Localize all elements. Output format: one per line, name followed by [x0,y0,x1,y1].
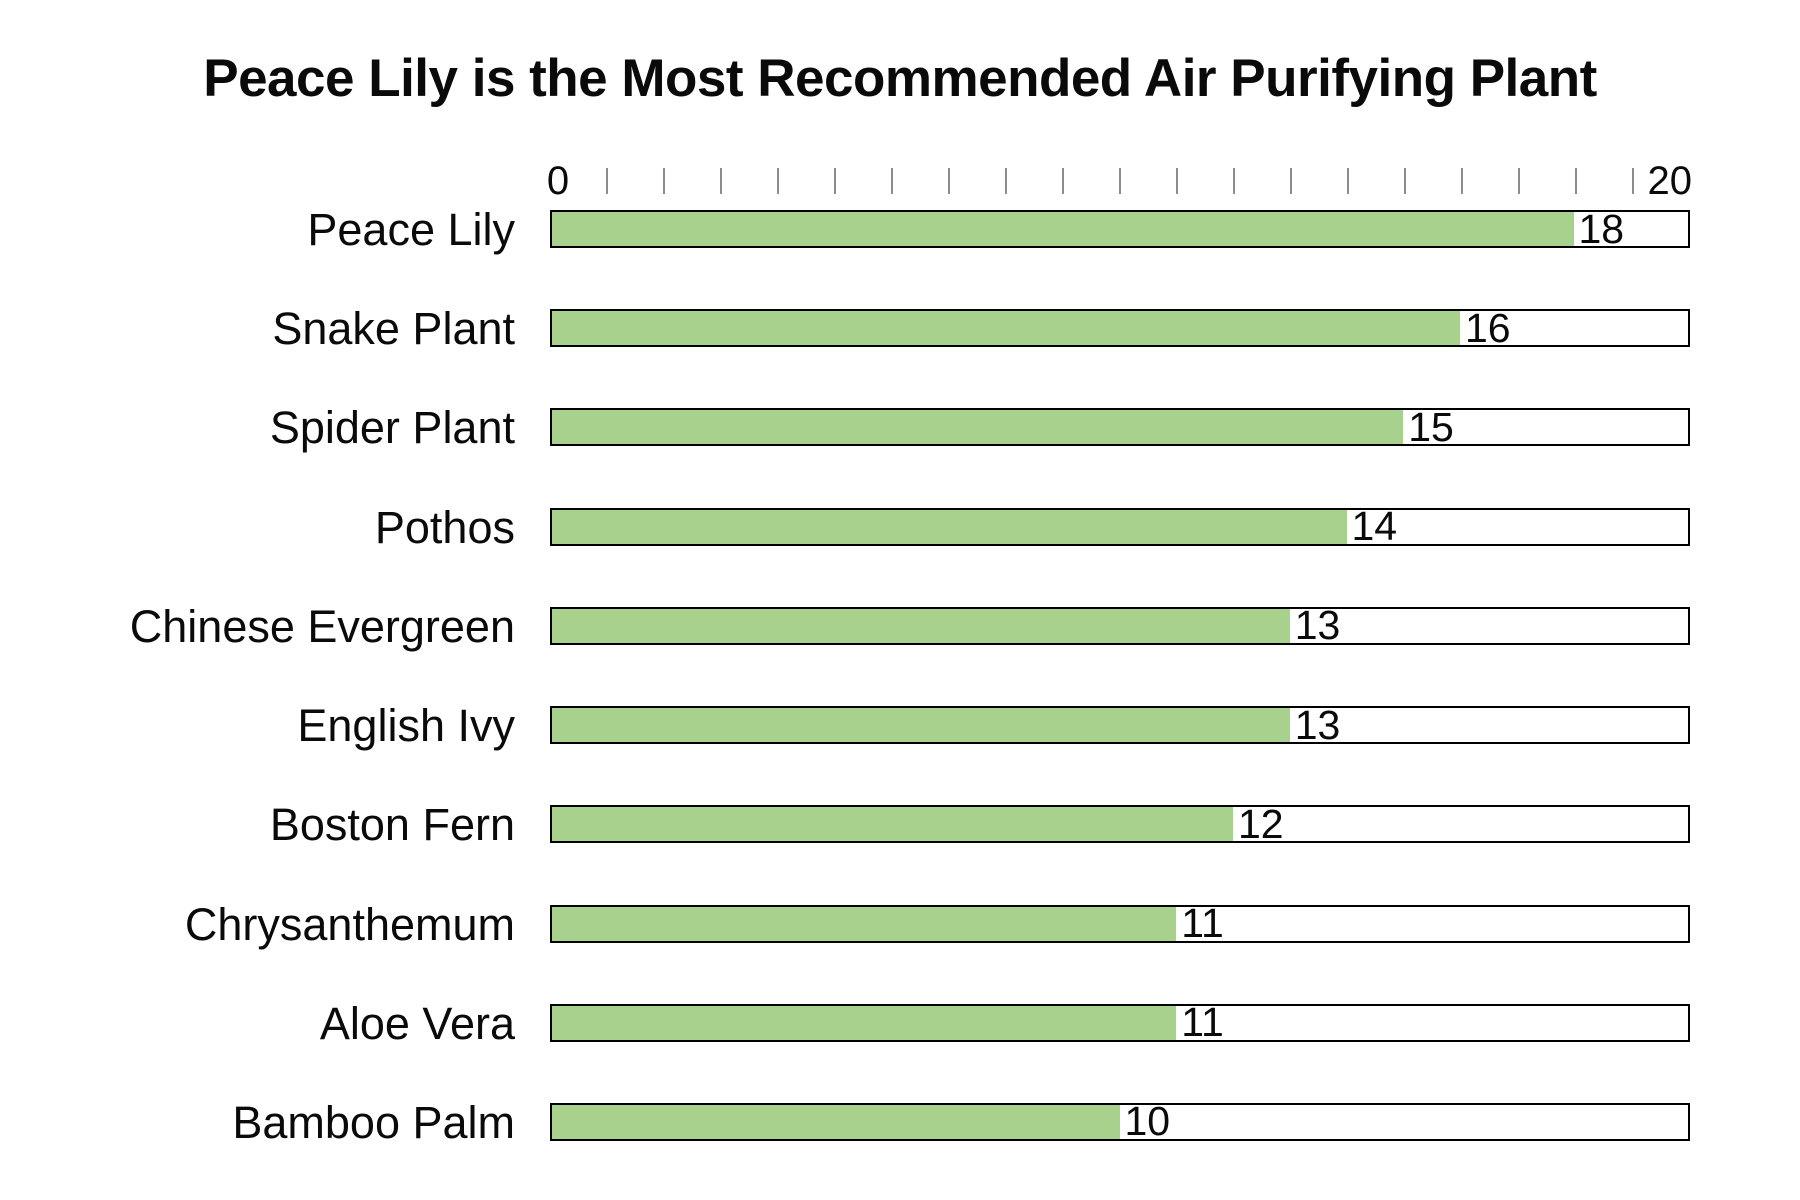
bar-fill [552,807,1233,842]
axis-tick [1061,168,1065,194]
x-axis-min-label: 0 [546,159,570,203]
axis-tick [1517,168,1521,194]
bar-track: 14 [550,503,1690,550]
bar-track: 12 [550,800,1690,847]
value-label: 13 [1294,701,1341,748]
bar-fill [552,311,1460,346]
bar-row: Bamboo Palm 10 [0,1096,1800,1148]
axis-tick [1232,168,1236,194]
bar-row: Boston Fern 12 [0,799,1800,851]
axis-tick [1574,168,1578,194]
axis-tick [662,168,666,194]
bar-row: Spider Plant 15 [0,402,1800,454]
axis-tick [947,168,951,194]
bar-fill [552,1005,1177,1040]
category-label: English Ivy [297,700,515,752]
axis-tick [1118,168,1122,194]
bar-fill [552,1104,1120,1139]
bar-track: 18 [550,205,1690,252]
bar-track: 10 [550,1098,1690,1145]
value-label: 18 [1578,205,1625,252]
x-axis: 0 20 [547,159,1693,203]
bar-track: 13 [550,602,1690,649]
value-label: 13 [1294,602,1341,649]
bar-fill [552,608,1290,643]
category-label: Pothos [374,501,515,553]
bar-track: 15 [550,403,1690,450]
value-label: 12 [1238,800,1284,847]
value-label: 11 [1181,900,1224,947]
bar-fill [552,509,1347,544]
value-label: 10 [1124,1098,1171,1145]
value-label: 11 [1181,999,1224,1046]
axis-tick [776,168,780,194]
category-label: Spider Plant [269,402,515,454]
chart-title: Peace Lily is the Most Recommended Air P… [203,49,1597,108]
bar-row: Chrysanthemum 11 [0,898,1800,950]
bar-row: Snake Plant 16 [0,303,1800,355]
category-label: Boston Fern [269,799,515,851]
x-axis-max-label: 20 [1647,159,1693,203]
category-label: Chinese Evergreen [129,600,515,652]
axis-tick [605,168,609,194]
value-label: 16 [1465,304,1511,351]
axis-tick [719,168,723,194]
bar-row: Aloe Vera 11 [0,997,1800,1049]
value-label: 15 [1408,403,1454,450]
axis-tick [833,168,837,194]
bar-fill [552,212,1574,246]
category-label: Aloe Vera [319,997,515,1049]
bar-track: 11 [550,999,1690,1046]
bar-track: 16 [550,304,1690,351]
axis-tick [890,168,894,194]
axis-tick [1346,168,1350,194]
axis-tick [1004,168,1008,194]
bar-row: Peace Lily 18 [0,204,1800,255]
axis-tick [1289,168,1293,194]
bar-track: 13 [550,701,1690,748]
bar-fill [552,708,1290,743]
category-label: Bamboo Palm [232,1096,515,1148]
category-label: Snake Plant [272,303,515,355]
axis-tick [1460,168,1464,194]
bar-fill [552,410,1404,445]
axis-tick [1175,168,1179,194]
bar-row: English Ivy 13 [0,700,1800,752]
bar-row: Chinese Evergreen 13 [0,600,1800,652]
category-label: Chrysanthemum [184,898,515,950]
bar-track: 11 [550,900,1690,947]
bar-fill [552,906,1177,941]
bar-row: Pothos 14 [0,501,1800,553]
axis-tick [1403,168,1407,194]
value-label: 14 [1351,503,1398,550]
axis-tick [1631,168,1635,194]
category-label: Peace Lily [307,204,515,255]
